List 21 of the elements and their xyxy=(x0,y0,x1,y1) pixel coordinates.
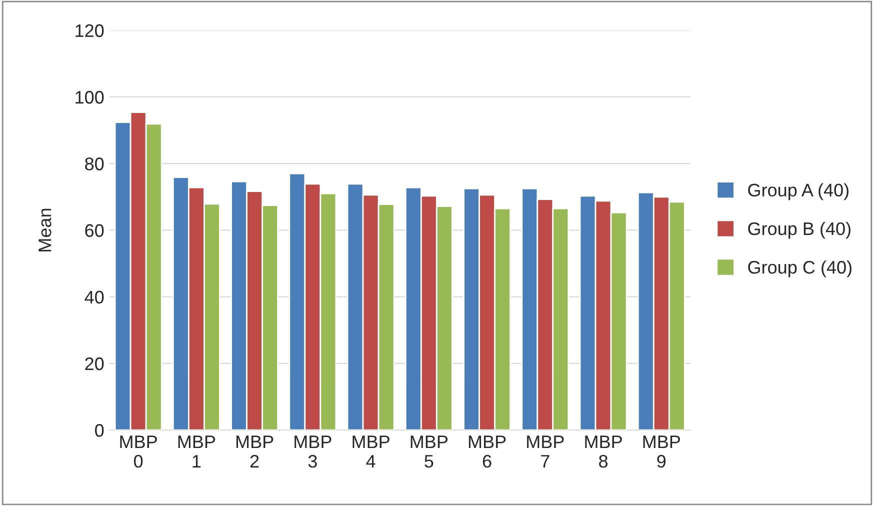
x-tick-label: MBP 0 xyxy=(120,436,157,468)
x-tick-label: MBP 4 xyxy=(352,436,390,468)
y-tick-label: 120 xyxy=(76,24,104,38)
x-tick-label: MBP 9 xyxy=(643,436,680,468)
y-tick-label: 0 xyxy=(95,424,104,437)
x-tick-label: MBP 8 xyxy=(585,436,622,468)
y-tick-label: 100 xyxy=(76,90,104,104)
legend-label: Group C (40) xyxy=(748,260,852,278)
y-tick-label: 40 xyxy=(84,290,104,304)
x-tick-label: MBP 2 xyxy=(236,436,274,468)
y-axis-title: Mean xyxy=(38,208,52,252)
x-tick-label: MBP 3 xyxy=(294,436,332,468)
x-tick-label: MBP 5 xyxy=(410,436,448,468)
legend-label: Group A (40) xyxy=(748,183,848,200)
x-tick-label: MBP 1 xyxy=(178,436,216,468)
legend-label: Group B (40) xyxy=(748,222,850,239)
y-tick-label: 80 xyxy=(85,158,104,170)
x-tick-label: MBP 6 xyxy=(468,436,506,468)
y-tick-label: 60 xyxy=(85,224,104,237)
y-tick-label: 20 xyxy=(85,357,104,370)
x-tick-label: MBP 7 xyxy=(527,436,564,468)
